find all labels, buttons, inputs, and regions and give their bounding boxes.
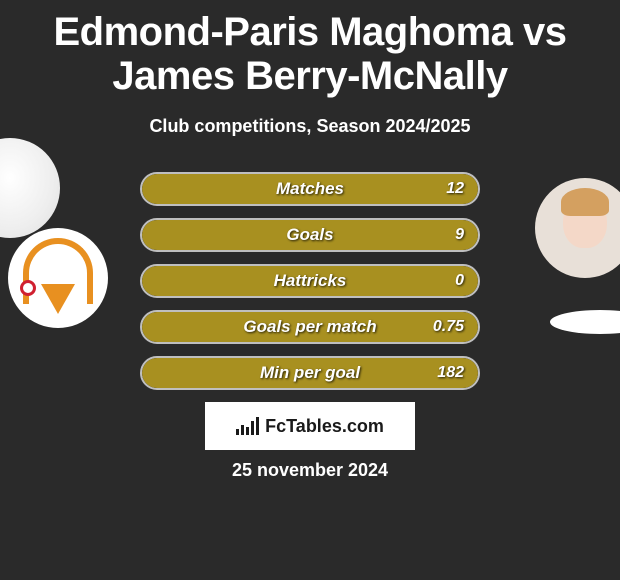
player2-avatar [535, 178, 620, 278]
stat-row-goals: Goals 9 [140, 218, 480, 252]
stat-label: Goals per match [142, 312, 478, 342]
player1-avatar [0, 138, 60, 238]
stats-list: Matches 12 Goals 9 Hattricks 0 Goals per… [140, 172, 480, 402]
stat-value: 182 [437, 358, 464, 388]
stat-label: Matches [142, 174, 478, 204]
subtitle: Club competitions, Season 2024/2025 [0, 116, 620, 137]
brand-logo: FcTables.com [205, 402, 415, 450]
player1-club-badge [8, 228, 108, 328]
stat-row-matches: Matches 12 [140, 172, 480, 206]
stat-value: 12 [446, 174, 464, 204]
page-title: Edmond-Paris Maghoma vs James Berry-McNa… [0, 0, 620, 98]
brand-text: FcTables.com [265, 416, 384, 437]
stat-row-mpg: Min per goal 182 [140, 356, 480, 390]
stat-label: Hattricks [142, 266, 478, 296]
stat-row-gpm: Goals per match 0.75 [140, 310, 480, 344]
player2-club-badge [550, 310, 620, 334]
stat-row-hattricks: Hattricks 0 [140, 264, 480, 298]
chart-icon [236, 417, 259, 435]
stat-label: Min per goal [142, 358, 478, 388]
stat-value: 0 [455, 266, 464, 296]
stat-label: Goals [142, 220, 478, 250]
stat-value: 0.75 [433, 312, 464, 342]
stat-value: 9 [455, 220, 464, 250]
date-text: 25 november 2024 [0, 460, 620, 481]
